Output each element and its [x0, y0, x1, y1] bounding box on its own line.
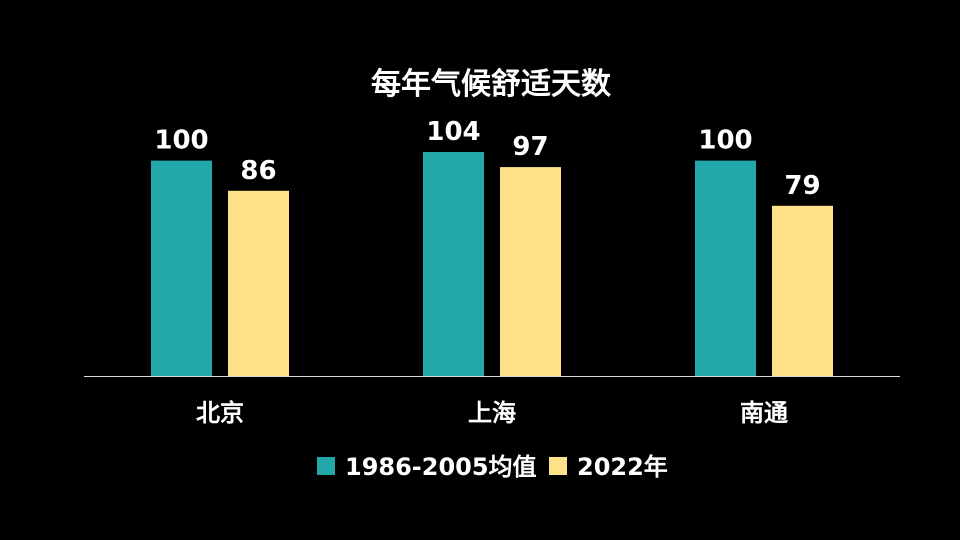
data-label: 100 [154, 126, 208, 156]
bars-group: 100 86 104 97 100 79 [151, 117, 833, 376]
legend-swatch [317, 457, 335, 475]
bar-1-2 [423, 152, 484, 376]
bar-1-3 [695, 160, 756, 376]
legend-label: 2022年 [577, 453, 668, 481]
category-labels: 北京 上海 南通 [196, 399, 788, 427]
data-label: 86 [240, 156, 276, 186]
legend: 1986-2005均值 2022年 [317, 453, 668, 481]
legend-label: 1986-2005均值 [345, 453, 537, 481]
bar-1-1 [151, 160, 212, 376]
category-label: 北京 [196, 399, 244, 427]
bar-2-3 [772, 205, 833, 376]
legend-swatch [549, 457, 567, 475]
bar-2-2 [500, 167, 561, 376]
category-label: 上海 [468, 399, 516, 427]
data-label: 97 [512, 132, 548, 162]
bar-2-1 [228, 190, 289, 376]
chart-title: 每年气候舒适天数 [371, 67, 612, 102]
data-label: 79 [784, 171, 820, 201]
data-label: 104 [426, 117, 480, 147]
data-label: 100 [698, 126, 752, 156]
category-label: 南通 [740, 399, 788, 427]
